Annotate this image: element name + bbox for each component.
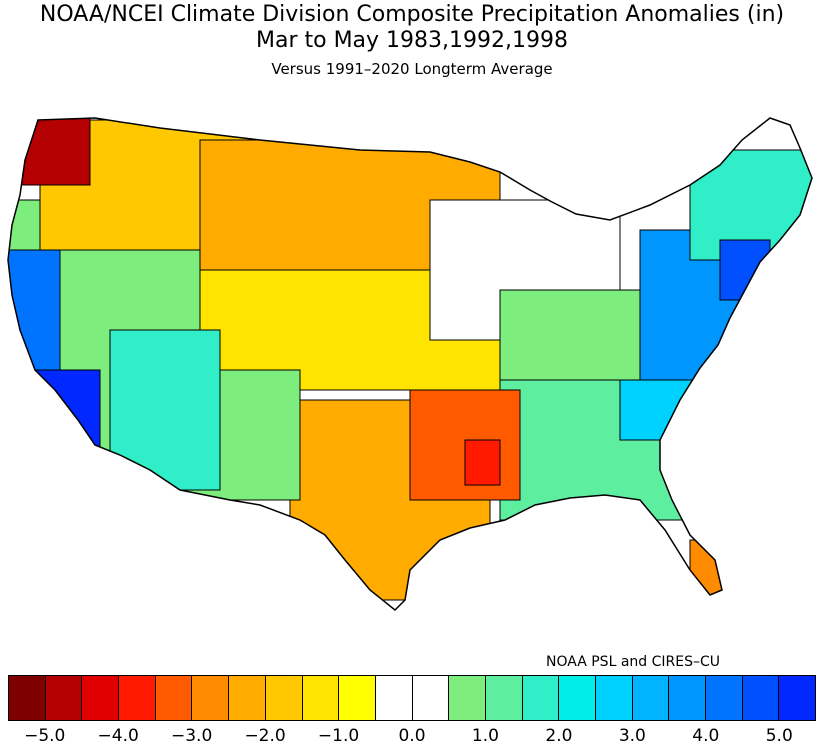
colorbar-tick-label: −1.0	[317, 726, 360, 746]
colorbar-box	[302, 676, 340, 720]
colorbar-tick-label: −5.0	[24, 726, 66, 746]
region-south-florida	[689, 539, 731, 601]
colorbar-tick-label: −2.0	[244, 726, 286, 746]
map-subtitle-baseline: Versus 1991–2020 Longterm Average	[271, 60, 553, 78]
map-title: NOAA/NCEI Climate Division Composite Pre…	[39, 2, 785, 27]
colorbar	[8, 675, 816, 721]
colorbar-box	[779, 676, 816, 720]
colorbar-box	[706, 676, 743, 720]
colorbar-tick-label: 1.0	[471, 726, 499, 746]
colorbar-box	[596, 676, 633, 720]
colorbar-box	[449, 676, 486, 720]
colorbar-tick-label: −4.0	[97, 726, 139, 746]
colorbar-tick-label: 3.0	[618, 726, 646, 746]
region-pacific-northwest-coast	[19, 118, 91, 186]
colorbar-tick-label: −3.0	[170, 726, 213, 746]
colorbar-box	[265, 676, 303, 720]
colorbar-box	[45, 676, 83, 720]
map-subtitle-period: Mar to May 1983,1992,1998	[255, 28, 568, 53]
colorbar-tick-label: 5.0	[765, 726, 793, 746]
colorbar-box	[559, 676, 596, 720]
colorbar-box	[192, 676, 230, 720]
colorbar-box	[82, 676, 120, 720]
colorbar-box	[339, 676, 376, 720]
colorbar-box	[229, 676, 266, 720]
region-arizona	[109, 329, 221, 491]
colorbar-box	[375, 676, 413, 720]
colorbar-box	[119, 676, 156, 720]
colorbar-box	[632, 676, 670, 720]
credit-label: NOAA PSL and CIRES–CU	[546, 654, 720, 670]
colorbar-box	[485, 676, 523, 720]
colorbar-box	[669, 676, 707, 720]
colorbar-box	[9, 676, 46, 720]
colorbar-tick-label: 4.0	[692, 726, 720, 746]
colorbar-box	[522, 676, 560, 720]
region-southern-california	[19, 369, 101, 461]
colorbar-box	[412, 676, 450, 720]
colorbar-box	[742, 676, 780, 720]
region-mid-south-core	[464, 439, 501, 486]
colorbar-tick-label: 2.0	[545, 726, 573, 746]
colorbar-tick-label: 0.0	[398, 726, 426, 746]
region-carolinas	[619, 379, 701, 441]
colorbar-box	[155, 676, 193, 720]
